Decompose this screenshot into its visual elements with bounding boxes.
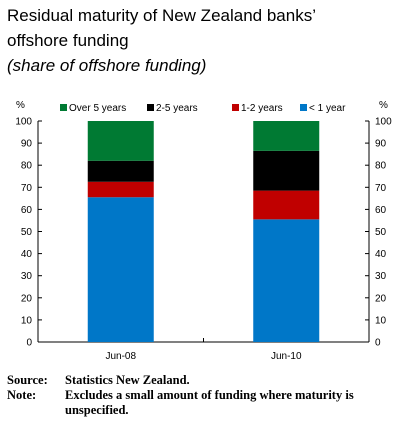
y-tick-label-left: 0 [26, 338, 32, 349]
y-tick-label-left: 70 [21, 183, 33, 194]
legend-swatch [300, 104, 307, 111]
legend-label: 2-5 years [156, 103, 198, 114]
legend-swatch [232, 104, 239, 111]
bar-segment [87, 160, 154, 182]
y-tick-label-left: 80 [21, 161, 33, 172]
legend-label: 1-2 years [241, 103, 283, 114]
legend-label: < 1 year [309, 103, 346, 114]
legend-label: Over 5 years [69, 103, 126, 114]
y-tick-label-right: 40 [375, 249, 387, 260]
y-tick-label-left: 30 [21, 271, 33, 282]
source-row: Source: Statistics New Zealand. [7, 373, 407, 388]
bar-segment [87, 181, 154, 198]
y-tick-label-right: 90 [375, 139, 387, 150]
source-text: Statistics New Zealand. [65, 373, 190, 387]
y-tick-label-left: 90 [21, 139, 33, 150]
legend-swatch [147, 104, 154, 111]
y-tick-label-right: 30 [375, 271, 387, 282]
bar-segment [253, 219, 320, 342]
legend-swatch [60, 104, 67, 111]
y-tick-label-left: 50 [21, 227, 33, 238]
legend: Over 5 years 2-5 years 1-2 years < 1 year [60, 103, 346, 114]
y-tick-label-right: 10 [375, 315, 387, 326]
bar-segment [253, 121, 320, 151]
y-tick-label-right: 0 [375, 338, 381, 349]
y-tick-label-left: 100 [15, 117, 32, 128]
chart-title: Residual maturity of New Zealand banks’ … [7, 3, 407, 78]
bars [87, 121, 320, 342]
source-label: Source: [7, 373, 48, 387]
y-tick-label-left: 10 [21, 315, 33, 326]
y-unit-right: % [379, 100, 388, 111]
y-tick-label-right: 70 [375, 183, 387, 194]
y-tick-label-left: 60 [21, 205, 33, 216]
y-tick-label-left: 40 [21, 249, 33, 260]
x-tick-label: Jun-08 [105, 351, 136, 362]
chart-subtitle: (share of offshore funding) [7, 56, 207, 75]
title-line-2: offshore funding [7, 31, 129, 50]
x-tick-label: Jun-10 [271, 351, 302, 362]
axes: 0 0 10 10 20 20 30 30 40 40 50 50 60 60 70 70 80 80 90 90 10… [15, 100, 392, 362]
bar-segment [253, 190, 320, 220]
note-row: Note: Excludes a small amount of funding… [7, 388, 407, 418]
bar-segment [87, 121, 154, 161]
y-unit-left: % [16, 100, 25, 111]
note-label: Note: [7, 388, 37, 402]
y-tick-label-right: 100 [375, 117, 392, 128]
y-tick-label-right: 20 [375, 293, 387, 304]
y-tick-label-right: 60 [375, 205, 387, 216]
chart-footer: Source: Statistics New Zealand. Note: Ex… [7, 373, 407, 418]
note-text: Excludes a small amount of funding where… [65, 388, 354, 417]
title-line-1: Residual maturity of New Zealand banks’ [7, 6, 316, 25]
bar-segment [87, 197, 154, 342]
y-tick-label-right: 50 [375, 227, 387, 238]
y-tick-label-right: 80 [375, 161, 387, 172]
bar-segment [253, 150, 320, 191]
y-tick-label-left: 20 [21, 293, 33, 304]
